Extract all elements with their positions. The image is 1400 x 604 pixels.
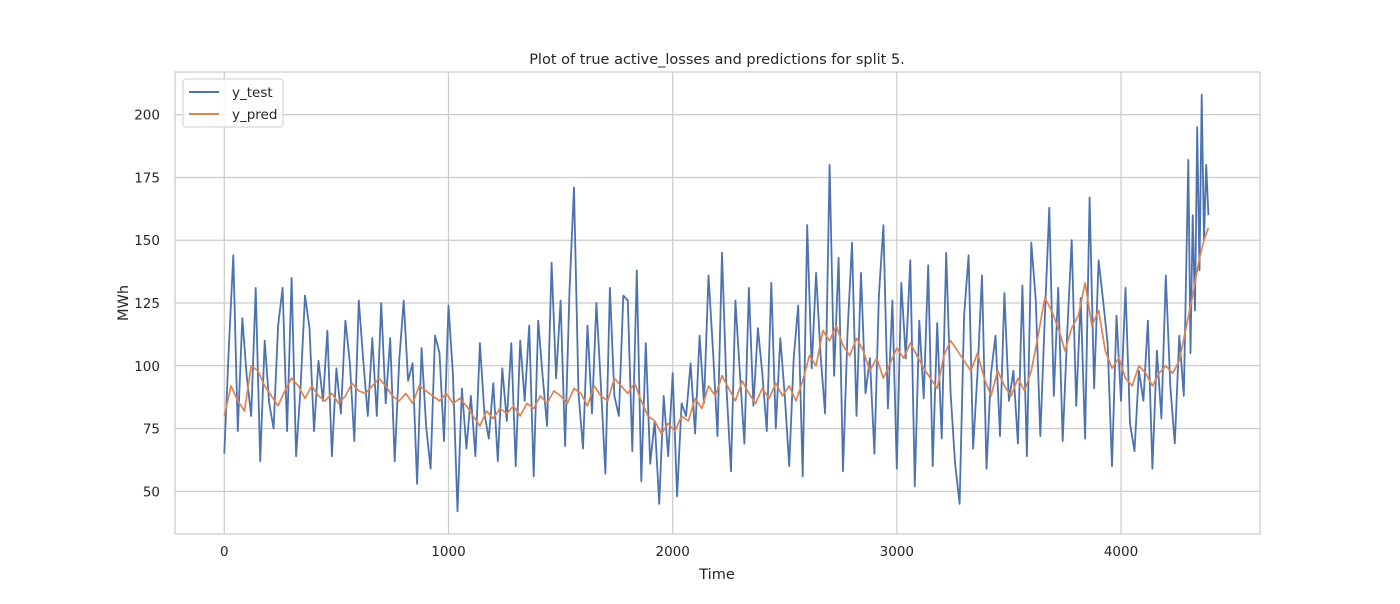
- y-tick-labels: 50 75 100 125 150 175 200: [134, 108, 160, 501]
- legend: y_test y_pred: [182, 78, 284, 128]
- x-tick-label: 1000: [431, 544, 465, 560]
- grid-lines: [175, 72, 1260, 534]
- y-tick-label: 150: [134, 233, 160, 249]
- legend-label-y-test: y_test: [232, 85, 273, 101]
- x-tick-labels: 0 1000 2000 3000 4000: [220, 544, 1138, 560]
- x-tick-label: 3000: [880, 544, 914, 560]
- y-tick-label: 50: [143, 484, 160, 500]
- chart-title: Plot of true active_losses and predictio…: [529, 52, 905, 68]
- x-tick-label: 2000: [655, 544, 689, 560]
- y-tick-label: 200: [134, 108, 160, 124]
- x-tick-label: 0: [220, 544, 229, 560]
- series-lines: [223, 93, 1210, 513]
- y-tick-label: 75: [143, 422, 160, 438]
- legend-label-y-pred: y_pred: [232, 107, 277, 123]
- y-tick-label: 125: [134, 296, 160, 312]
- y-tick-label: 175: [134, 170, 160, 186]
- series-line-y-test: [223, 93, 1210, 513]
- series-line-y-pred: [223, 227, 1210, 435]
- y-tick-label: 100: [134, 359, 160, 375]
- y-axis-label: MWh: [116, 285, 132, 321]
- x-axis-label: Time: [698, 567, 735, 583]
- x-tick-label: 4000: [1104, 544, 1138, 560]
